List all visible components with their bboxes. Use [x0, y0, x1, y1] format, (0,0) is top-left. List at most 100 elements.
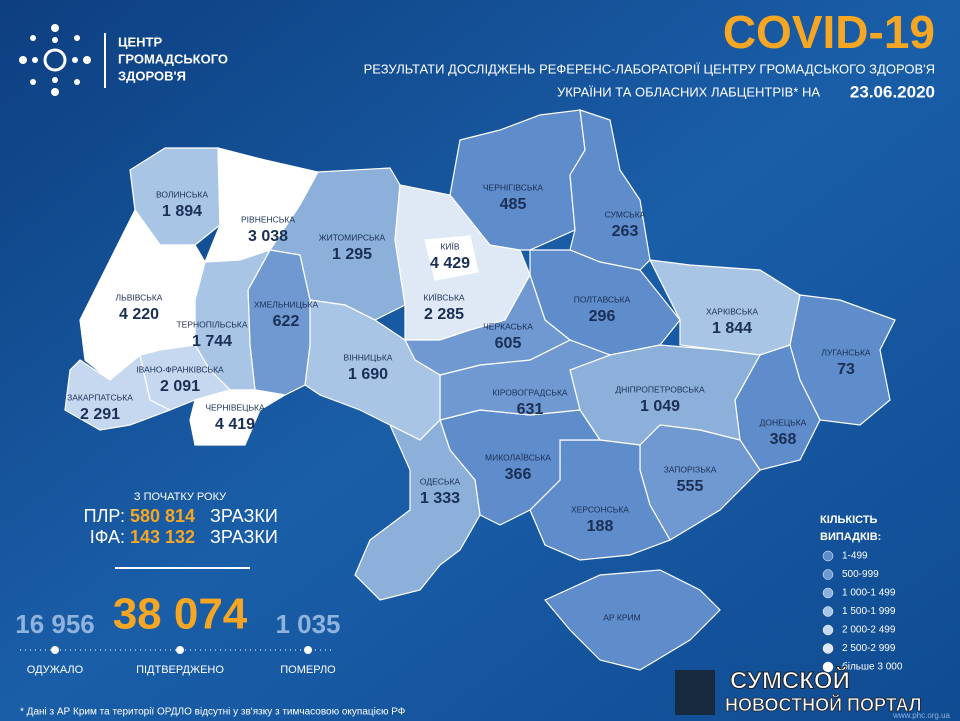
legend: 1-499 500-999 1 000-1 499 1 500-1 999 2 000-… [822, 550, 903, 673]
logo-text: ГРОМАДСЬКОГО [118, 51, 228, 66]
tests-caption: З ПОЧАТКУ РОКУ [134, 491, 227, 503]
region [354, 418, 481, 601]
dot [304, 646, 312, 654]
legend-label: 500-999 [842, 569, 879, 580]
region-name: ДНІПРОПЕТРОВСЬКА [615, 384, 705, 394]
pcr-value: 580 814 [130, 506, 195, 526]
region-cases: 263 [612, 223, 639, 240]
region-cases: 622 [273, 313, 300, 330]
region-name: ТЕРНОПІЛЬСЬКА [176, 319, 247, 329]
subtitle: УКРАЇНИ ТА ОБЛАСНИХ ЛАБЦЕНТРІВ* НА [557, 84, 820, 99]
region-cases: 4 429 [430, 255, 470, 272]
region-name: ХАРКІВСЬКА [706, 306, 758, 316]
url: www.phc.org.ua [892, 711, 950, 720]
region-cases: 631 [517, 401, 544, 418]
region-cases: 2 285 [424, 306, 464, 323]
region-name: ЧЕРНІГІВСЬКА [483, 182, 544, 192]
confirmed-label: ПІДТВЕРДЖЕНО [136, 664, 224, 676]
pcr-unit: ЗРАЗКИ [210, 506, 278, 526]
logo-text: ЗДОРОВ'Я [118, 68, 186, 83]
region-cases: 368 [770, 431, 797, 448]
region-cases: 4 419 [215, 416, 255, 433]
legend-swatch [822, 661, 834, 673]
region-name: ЗАПОРІЗЬКА [664, 464, 717, 474]
recovered-label: ОДУЖАЛО [27, 664, 84, 676]
ifa-unit: ЗРАЗКИ [210, 527, 278, 547]
legend-label: 2 000-2 499 [842, 625, 896, 636]
region-name: ОДЕСЬКА [420, 476, 461, 486]
region-name: ХЕРСОНСЬКА [571, 504, 629, 514]
logo-icon [19, 24, 91, 96]
deaths: 1 035 [275, 609, 340, 639]
legend-swatch [822, 624, 834, 636]
region-cases: 1 844 [712, 320, 752, 337]
region-cases: 73 [837, 361, 855, 378]
logo-text: ЦЕНТР [118, 34, 162, 49]
region-cases: 1 894 [162, 203, 202, 220]
recovered: 16 956 [15, 609, 95, 639]
region-cases: 4 220 [119, 306, 159, 323]
dot [51, 646, 59, 654]
region-name: ЧЕРКАСЬКА [483, 321, 533, 331]
region-cases: 1 295 [332, 246, 372, 263]
legend-label: більше 3 000 [842, 661, 903, 673]
region-name: КИЇВ [440, 241, 459, 251]
watermark: НОВОСТНОЙ ПОРТАЛ [725, 694, 921, 715]
region-cases: 366 [505, 466, 532, 483]
title: COVID-19 [723, 6, 935, 58]
region-cases: 2 091 [160, 378, 200, 395]
region-cases: 485 [500, 196, 527, 213]
legend-swatch [822, 569, 834, 580]
legend-swatch [822, 587, 834, 599]
ifa-label: ІФА: [90, 527, 125, 547]
subtitle: РЕЗУЛЬТАТИ ДОСЛІДЖЕНЬ РЕФЕРЕНС-ЛАБОРАТОР… [364, 61, 935, 76]
region-name: ПОЛТАВСЬКА [574, 294, 631, 304]
region-cases: 555 [677, 478, 704, 495]
date: 23.06.2020 [850, 82, 935, 101]
region-name: ВІННИЦЬКА [344, 352, 393, 362]
legend-title: КІЛЬКІСТЬ [820, 514, 878, 526]
legend-label: 1-499 [842, 551, 868, 562]
region-name: ЧЕРНІВЕЦЬКА [205, 402, 265, 412]
region-cases: 605 [495, 335, 522, 352]
region-cases: 3 038 [248, 228, 288, 245]
legend-swatch [822, 606, 834, 617]
region-name: ЛУГАНСЬКА [821, 347, 870, 357]
region-cases: 2 291 [80, 406, 120, 423]
confirmed: 38 074 [113, 590, 248, 639]
region-name: ВОЛИНСЬКА [156, 189, 208, 199]
region-name: КІРОВОГРАДСЬКА [492, 387, 567, 397]
legend-title: ВИПАДКІВ: [820, 531, 881, 543]
legend-label: 1 000-1 499 [842, 588, 896, 599]
region-name: АР КРИМ [603, 612, 641, 622]
legend-label: 2 500-2 999 [842, 643, 896, 654]
region-name: СУМСЬКА [605, 209, 646, 219]
region-cases: 1 690 [348, 366, 388, 383]
dot [176, 646, 184, 654]
watermark: СУМСКОЙ [730, 666, 850, 694]
region-cases: 188 [587, 518, 614, 535]
region-name: ДОНЕЦЬКА [760, 417, 807, 427]
legend-swatch [822, 643, 834, 654]
region-name: ІВАНО-ФРАНКІВСЬКА [136, 364, 224, 374]
legend-label: 1 500-1 999 [842, 606, 896, 617]
region-name: ЖИТОМИРСЬКА [319, 232, 386, 242]
watermark-emblem [675, 670, 715, 715]
region [64, 353, 172, 431]
footnote: * Дані з АР Крим та території ОРДЛО відс… [20, 707, 406, 718]
region-name: РІВНЕНСЬКА [241, 214, 295, 224]
region-name: ЗАКАРПАТСЬКА [67, 392, 133, 402]
legend-swatch [822, 550, 834, 562]
region [189, 389, 287, 446]
region-cases: 296 [589, 308, 616, 325]
map: ВОЛИНСЬКА 1 894 РІВНЕНСЬКА 3 038 ЖИТОМИРСЬКА… [64, 109, 896, 671]
region-cases: 1 333 [420, 490, 460, 507]
region [424, 235, 479, 281]
region-cases: 1 049 [640, 398, 680, 415]
region [544, 569, 721, 671]
pcr-label: ПЛР: [84, 506, 125, 526]
region-name: ЛЬВІВСЬКА [116, 292, 163, 302]
region-name: КИЇВСЬКА [423, 292, 464, 302]
